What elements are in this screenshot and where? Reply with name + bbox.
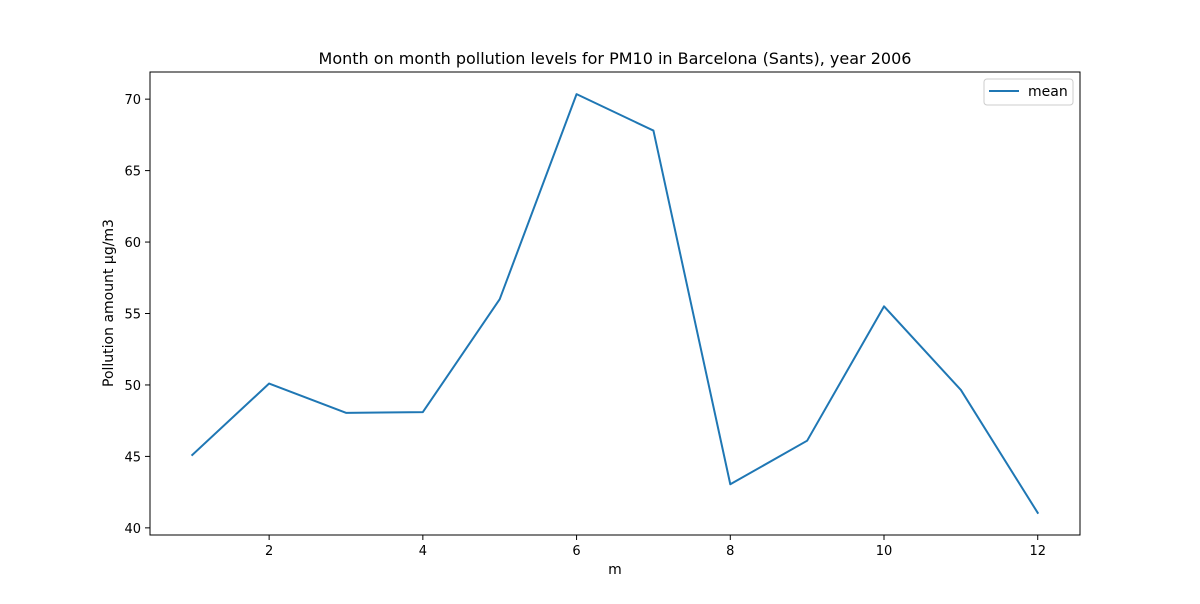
y-tick-label: 40 <box>124 522 141 537</box>
y-tick-label: 70 <box>124 93 141 108</box>
x-tick-label: 10 <box>876 544 893 559</box>
y-tick-label: 65 <box>124 165 141 180</box>
y-tick-label: 50 <box>124 379 141 394</box>
x-axis-label: m <box>608 562 622 578</box>
x-tick-label: 6 <box>572 544 580 559</box>
x-tick-label: 12 <box>1029 544 1046 559</box>
y-axis-label: Pollution amount µg/m3 <box>101 219 117 387</box>
legend: mean <box>984 79 1073 105</box>
chart-title: Month on month pollution levels for PM10… <box>319 49 912 68</box>
y-tick-label: 60 <box>124 236 141 251</box>
x-tick-label: 2 <box>265 544 273 559</box>
y-tick-label: 55 <box>124 308 141 323</box>
legend-label: mean <box>1028 84 1068 100</box>
x-tick-label: 8 <box>726 544 734 559</box>
x-tick-label: 4 <box>419 544 427 559</box>
y-tick-label: 45 <box>124 450 141 465</box>
